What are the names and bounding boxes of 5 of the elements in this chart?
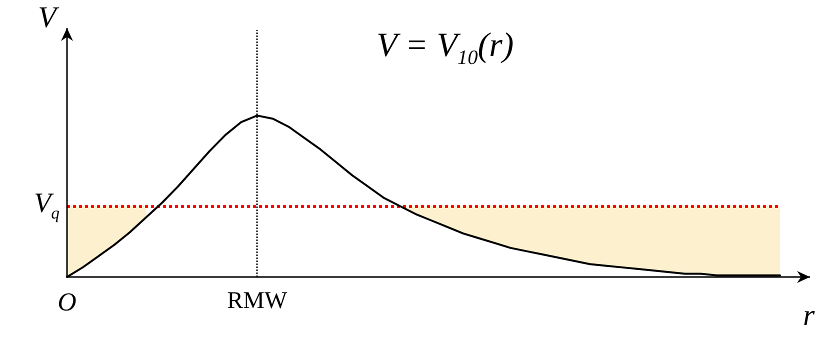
x-tick-label: O — [58, 288, 77, 316]
chart-title: V = V$_{10}$(r) — [376, 26, 514, 68]
ref-line-label: V$_{q}$ — [34, 188, 60, 223]
x-axis-title: r — [803, 299, 815, 332]
x-tick-label: RMW — [227, 288, 288, 314]
